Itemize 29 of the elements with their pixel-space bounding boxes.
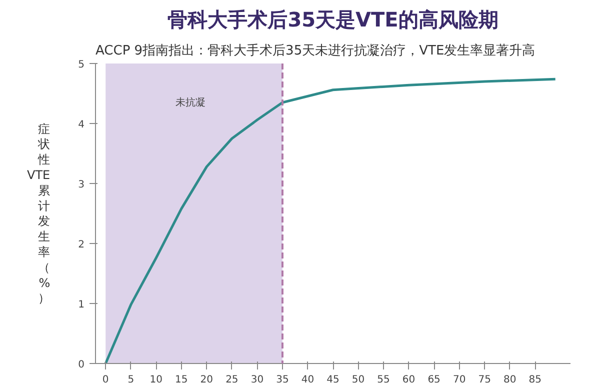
chart-subtitle: ACCP 9指南指出：骨科大手术后35天未进行抗凝治疗，VTE发生率显著升高	[96, 42, 536, 58]
x-tick-label: 75	[478, 374, 491, 385]
x-tick-label: 10	[150, 374, 163, 385]
y-tick-label: 1	[78, 300, 85, 310]
text: 症状性VTE累计发生率（%）	[27, 122, 50, 306]
x-tick-label: 70	[452, 374, 466, 385]
x-tick-label: 0	[102, 374, 109, 385]
x-tick-label: 30	[250, 374, 264, 385]
y-tick-label: 3	[78, 180, 85, 190]
y-tick-label: 5	[78, 60, 85, 70]
x-tick-label: 80	[504, 374, 516, 385]
x-tick-label: 65	[428, 374, 440, 385]
annotation: 未抗凝	[176, 96, 206, 108]
x-tick-label: 5	[128, 374, 134, 385]
x-tick-label: 60	[402, 374, 416, 385]
x-tick-label: 25	[226, 374, 238, 385]
x-tick-label: 50	[352, 374, 365, 385]
x-tick-label: 55	[377, 374, 390, 385]
x-tick-label: 40	[301, 374, 314, 385]
x-tick-label: 85	[528, 374, 542, 385]
y-tick-label: 4	[78, 120, 85, 130]
x-tick-label: 45	[326, 374, 340, 385]
y-tick-label: 2	[78, 240, 85, 250]
x-tick-label: 35	[276, 374, 289, 385]
line-series	[104, 78, 557, 364]
chart-title: 骨科大手术后35天是VTE的高风险期	[168, 8, 498, 32]
x-tick-label: 20	[200, 374, 214, 385]
y-tick-label: 0	[78, 360, 85, 370]
x-tick-label: 15	[175, 374, 188, 385]
